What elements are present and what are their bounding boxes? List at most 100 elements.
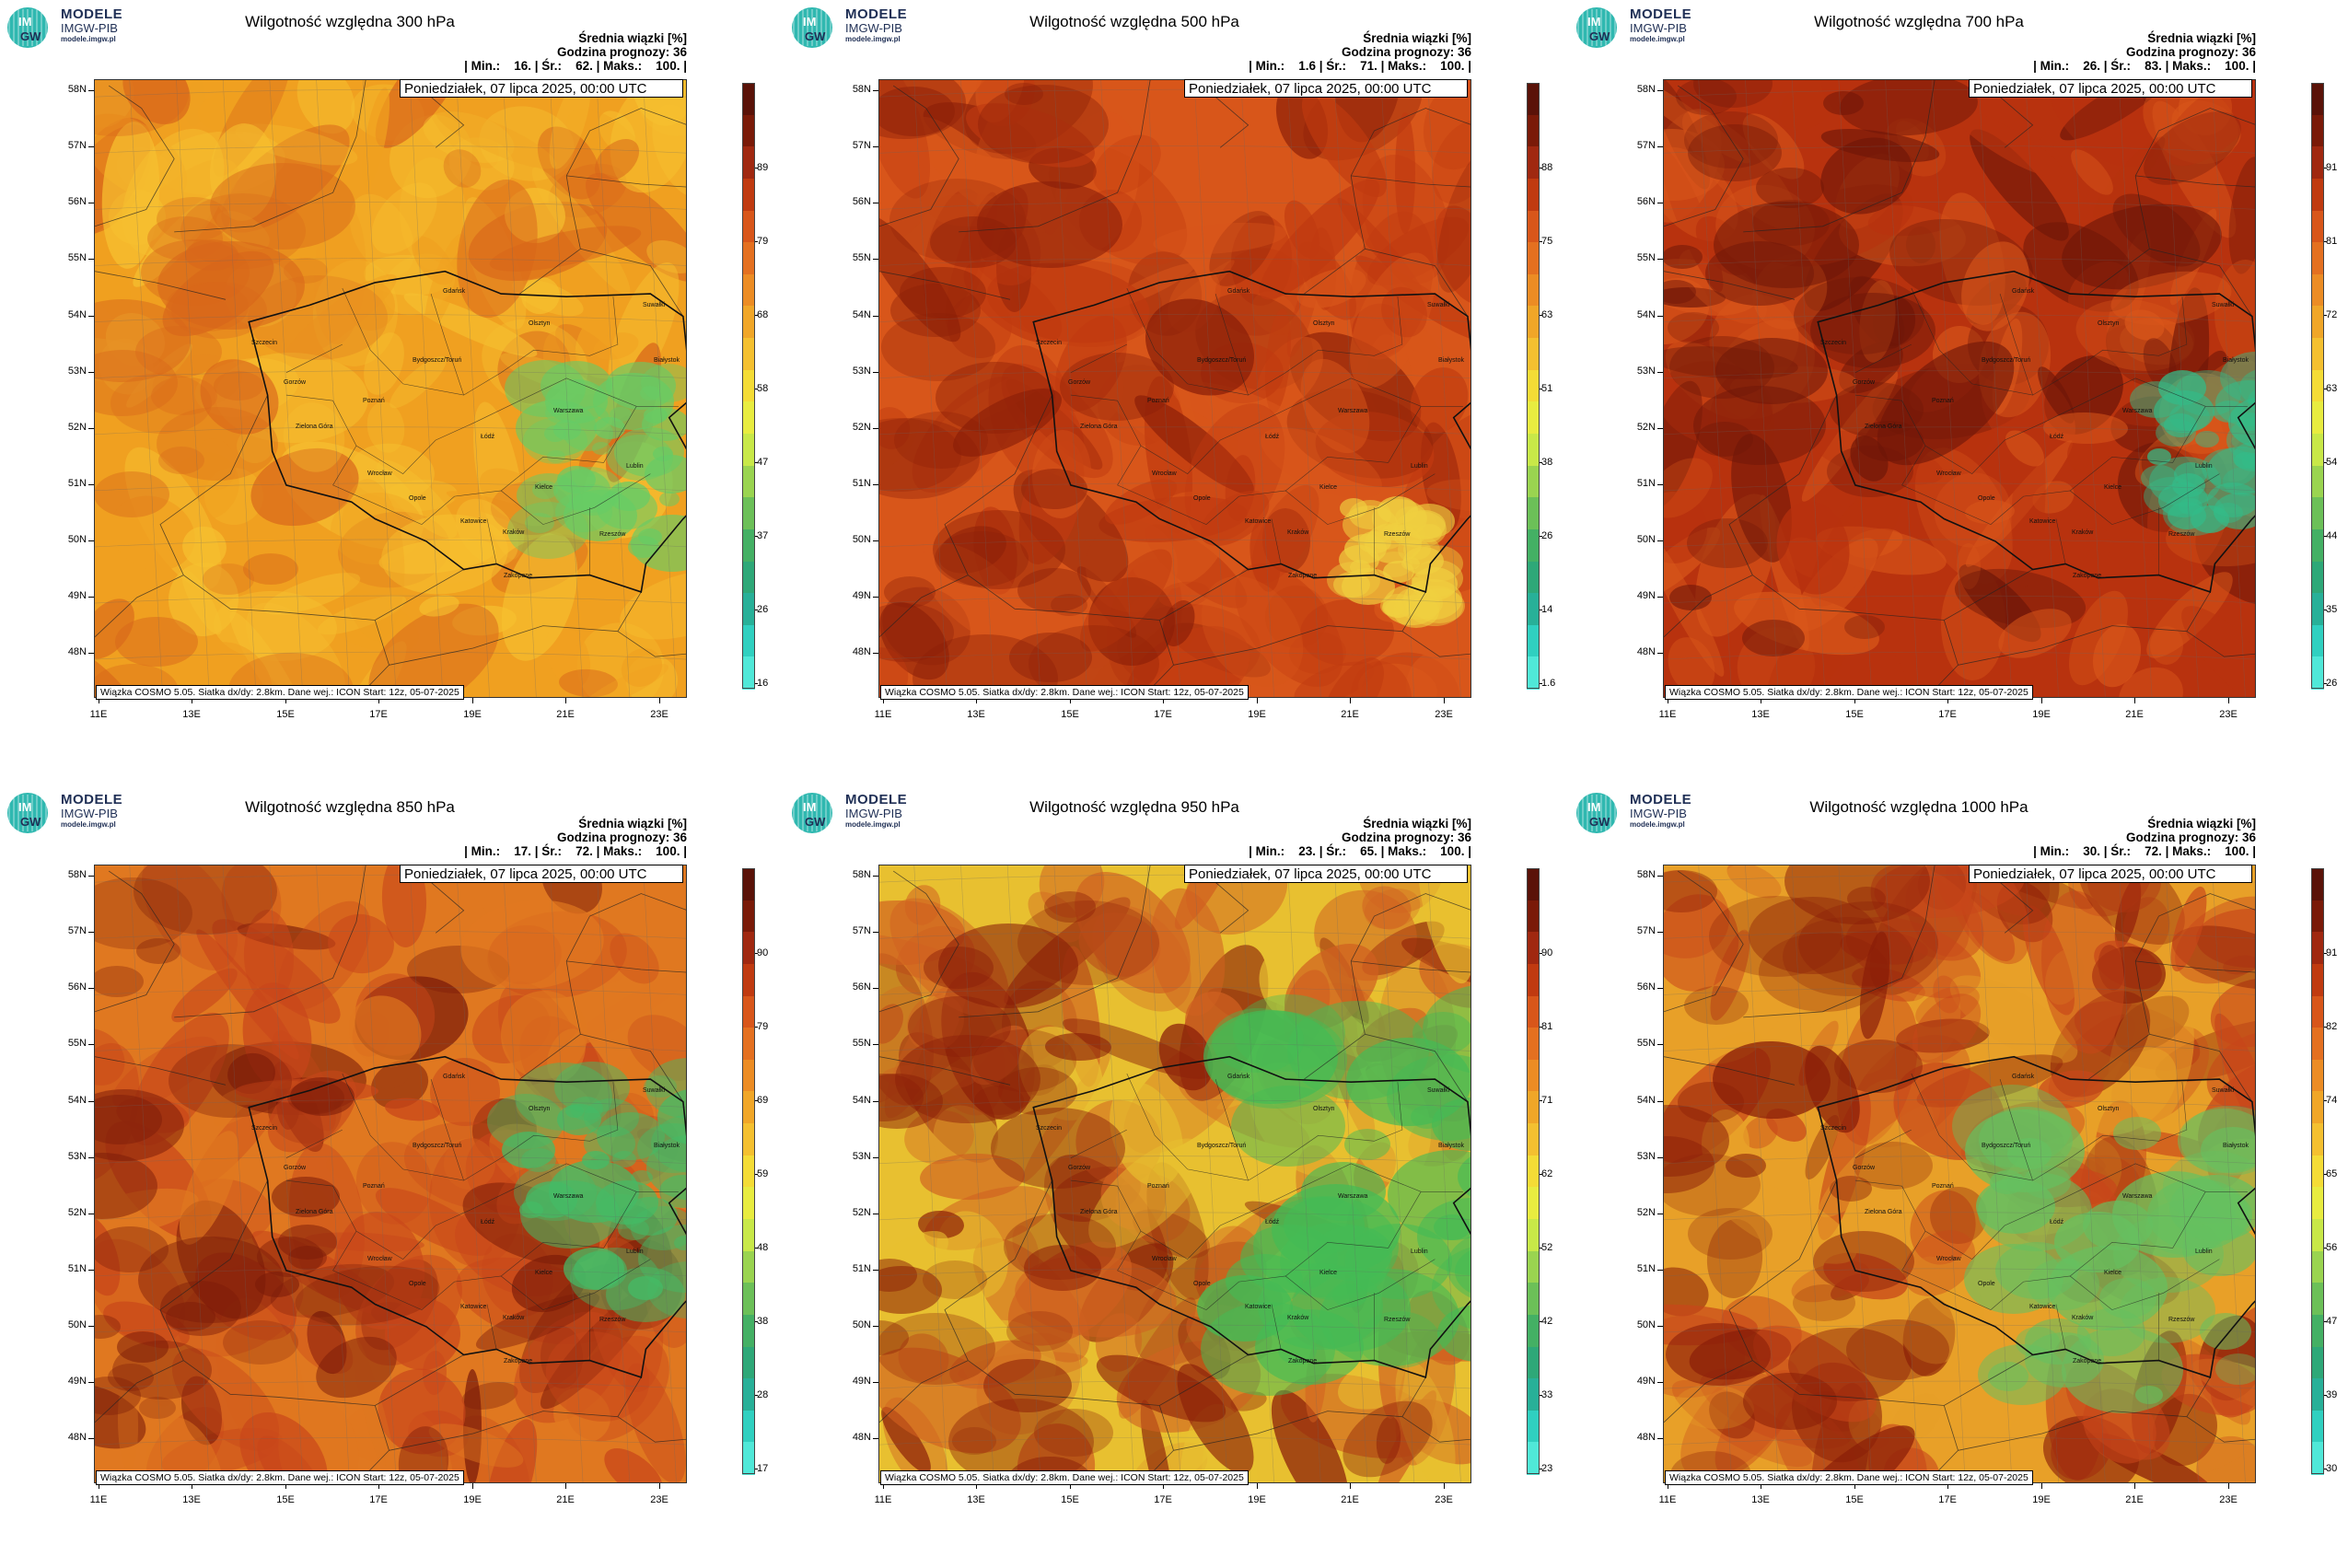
max-label: | Maks.: <box>1380 844 1427 858</box>
city-label: Szczecin <box>251 340 278 346</box>
lat-tick <box>873 1382 878 1383</box>
lat-label: 51N <box>852 478 871 489</box>
colorbar-tick-label: 68 <box>757 309 769 320</box>
city-label: Gorzów <box>1853 379 1876 386</box>
lat-label: 54N <box>852 309 871 320</box>
mean-label: | Śr.: <box>534 59 563 73</box>
lat-label: 49N <box>1636 590 1656 601</box>
colorbar-segment <box>1527 1123 1540 1156</box>
max-value: 100. <box>2225 59 2249 73</box>
colorbar-segment <box>742 656 755 690</box>
city-label: Suwałki <box>2212 1087 2235 1094</box>
lat-label: 48N <box>852 1432 871 1443</box>
forecast-hour-value: 36 <box>672 830 687 844</box>
colorbar-segment <box>742 1091 755 1124</box>
imgw-logo-icon: IM GW <box>792 793 832 833</box>
humidity-map <box>1663 79 2256 698</box>
stats-block: Średnia wiązki [%] Godzina prognozy: 36 … <box>464 31 687 73</box>
colorbar-segment <box>2311 1410 2324 1443</box>
colorbar-segment <box>742 1250 755 1283</box>
logo-name: MODELE <box>61 6 123 22</box>
model-info: Wiązka COSMO 5.05. Siatka dx/dy: 2.8km. … <box>96 685 464 700</box>
colorbar-tick-label: 56 <box>2326 1242 2338 1253</box>
colorbar-segment <box>742 932 755 965</box>
colorbar-segment <box>1527 1410 1540 1443</box>
lon-label: 17E <box>369 709 388 720</box>
lon-label: 19E <box>463 1494 482 1505</box>
colorbar-segment <box>2311 1187 2324 1220</box>
lat-label: 49N <box>67 590 87 601</box>
colorbar-segment <box>1527 1346 1540 1379</box>
lat-tick <box>1657 1438 1663 1439</box>
lat-tick <box>873 1270 878 1271</box>
logo-badge-top: IM <box>18 800 31 814</box>
stats-values: | Min.: 26. | Śr.: 83. | Maks.: 100. | <box>2033 59 2256 73</box>
lat-tick <box>873 1438 878 1439</box>
lon-tick <box>1947 1483 1948 1489</box>
lat-label: 58N <box>852 84 871 95</box>
max-value: 100. <box>656 844 680 858</box>
lat-tick <box>873 90 878 91</box>
lat-tick <box>1657 876 1663 877</box>
rh-map-panel: IM GW MODELE IMGW-PIB modele.imgw.pl Wil… <box>0 785 783 1568</box>
colorbar-segment <box>2311 146 2324 180</box>
colorbar-segment <box>2311 83 2324 116</box>
colorbar <box>1527 83 1540 690</box>
rh-map-panel: IM GW MODELE IMGW-PIB modele.imgw.pl Wil… <box>1569 785 2348 1568</box>
city-label: Katowice <box>1245 1304 1272 1310</box>
logo-badge-bottom: GW <box>1589 815 1610 829</box>
colorbar-frame <box>2311 868 2324 1474</box>
lon-label: 17E <box>1154 1494 1172 1505</box>
humidity-map <box>878 79 1471 698</box>
colorbar-segment <box>1527 868 1540 901</box>
lon-label: 21E <box>2125 1494 2144 1505</box>
lon-tick <box>2228 698 2229 703</box>
city-label: Gdańsk <box>1227 288 1250 295</box>
colorbar-frame <box>1527 868 1540 1474</box>
lon-label: 11E <box>874 709 892 720</box>
lon-label: 11E <box>89 709 108 720</box>
lat-tick <box>88 597 94 598</box>
lon-label: 21E <box>1341 1494 1359 1505</box>
colorbar-segment <box>742 1218 755 1252</box>
lat-tick <box>873 876 878 877</box>
lon-label: 21E <box>556 1494 575 1505</box>
max-label: | Maks.: <box>596 844 643 858</box>
forecast-hour-value: 36 <box>672 45 687 59</box>
mean-label: | Śr.: <box>534 844 563 858</box>
colorbar-tick-label: 59 <box>757 1168 769 1179</box>
humidity-map <box>878 865 1471 1483</box>
stats-block: Średnia wiązki [%] Godzina prognozy: 36 … <box>1249 817 1471 858</box>
lat-label: 48N <box>1636 646 1656 657</box>
colorbar-tick-label: 35 <box>2326 604 2338 615</box>
city-label: Zielona Góra <box>1080 424 1118 430</box>
colorbar-tick-label: 65 <box>2326 1168 2338 1179</box>
logo-badge-bottom: GW <box>805 815 826 829</box>
logo-sub: IMGW-PIB <box>1630 807 1687 820</box>
lat-tick <box>1657 259 1663 260</box>
lat-label: 49N <box>1636 1376 1656 1387</box>
city-label: Gdańsk <box>443 288 466 295</box>
lon-tick <box>1257 1483 1258 1489</box>
city-label: Szczecin <box>1820 1125 1847 1132</box>
city-label: Kielce <box>535 1270 553 1276</box>
lat-tick <box>88 1044 94 1045</box>
city-label: Kielce <box>1319 1270 1338 1276</box>
max-value: 100. <box>1440 59 1465 73</box>
lat-label: 56N <box>1636 196 1656 207</box>
lat-tick <box>873 1326 878 1327</box>
colorbar-segment <box>2311 1283 2324 1316</box>
forecast-hour-label: Godzina prognozy: <box>556 830 670 844</box>
lat-label: 56N <box>67 196 87 207</box>
city-label: Warszawa <box>553 1193 584 1200</box>
colorbar-segment <box>742 210 755 243</box>
colorbar-tick-label: 90 <box>1541 947 1553 958</box>
city-label: Gdańsk <box>1227 1074 1250 1080</box>
colorbar-tick <box>755 1321 758 1322</box>
lat-tick <box>873 932 878 933</box>
lat-label: 56N <box>852 981 871 993</box>
colorbar-segment <box>1527 114 1540 147</box>
min-value: 17. <box>514 844 531 858</box>
colorbar-tick <box>1540 536 1542 537</box>
lon-label: 19E <box>463 709 482 720</box>
